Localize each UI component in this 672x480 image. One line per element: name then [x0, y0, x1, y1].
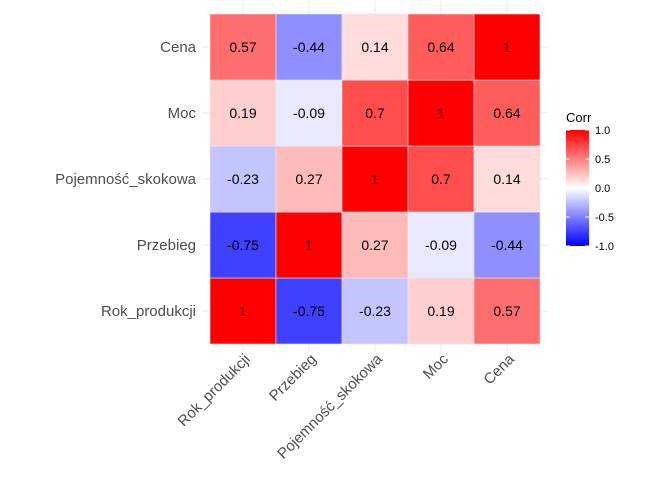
- cell-value-label: 1: [239, 303, 247, 319]
- cell-value-label: -0.75: [227, 237, 259, 253]
- y-tick-label: Rok_produkcji: [101, 303, 196, 320]
- heatmap-cell-cena-pojemno-skokowa: [341, 13, 409, 81]
- cell-value-label: 0.64: [493, 105, 520, 121]
- heatmap-cell-rok-produkcji-przebieg: [275, 277, 343, 345]
- cell-value-label: 0.64: [427, 39, 454, 55]
- y-axis: Rok_produkcji Przebieg Pojemność_skokowa Mo…: [55, 39, 206, 320]
- y-tick-label: Pojemność_skokowa: [55, 171, 197, 188]
- legend-ticks: 1.0 0.5 0.0 -0.5 -1.0: [566, 125, 614, 253]
- cell-value-label: 0.14: [361, 39, 388, 55]
- x-tick-label: Cena: [480, 350, 518, 388]
- cell-value-label: -0.44: [491, 237, 523, 253]
- cell-value-label: 1: [305, 237, 313, 253]
- cell-value-label: 0.27: [295, 171, 322, 187]
- cell-value-label: 0.19: [427, 303, 454, 319]
- legend-tick-label: 0.0: [595, 183, 610, 195]
- legend-tick-label: 0.5: [595, 154, 610, 166]
- heatmap-cell-moc-cena: [473, 79, 541, 147]
- heatmap-cell-przebieg-cena: [473, 211, 541, 279]
- heatmap-cell-pojemno-skokowa-przebieg: [275, 145, 343, 213]
- y-tick-label: Cena: [160, 39, 197, 56]
- heatmap-cell-moc-moc: [407, 79, 475, 147]
- y-tick-label: Moc: [168, 105, 197, 122]
- cell-value-label: -0.23: [227, 171, 259, 187]
- x-tick-label: Przebieg: [266, 351, 320, 405]
- heatmap-cell-pojemno-skokowa-rok-produkcji: [209, 145, 277, 213]
- cell-value-label: 1: [503, 39, 511, 55]
- heatmap-cell-moc-przebieg: [275, 79, 343, 147]
- cell-value-label: -0.23: [359, 303, 391, 319]
- legend-title: Corr: [566, 110, 592, 125]
- heatmap-tiles: [209, 13, 541, 345]
- cell-value-label: 0.7: [431, 171, 451, 187]
- heatmap-cell-przebieg-pojemno-skokowa: [341, 211, 409, 279]
- heatmap-cell-rok-produkcji-pojemno-skokowa: [341, 277, 409, 345]
- heatmap-cell-cena-cena: [473, 13, 541, 81]
- cell-value-label: -0.44: [293, 39, 325, 55]
- cell-value-label: 0.57: [229, 39, 256, 55]
- x-tick-label: Moc: [420, 350, 452, 382]
- cell-value-label: 0.14: [493, 171, 520, 187]
- cell-value-label: 1: [371, 171, 379, 187]
- cell-value-label: 0.57: [493, 303, 520, 319]
- legend-tick-label: -1.0: [595, 241, 614, 253]
- cell-value-label: 0.19: [229, 105, 256, 121]
- heatmap-cell-przebieg-moc: [407, 211, 475, 279]
- heatmap-cell-cena-przebieg: [275, 13, 343, 81]
- legend-tick-label: -0.5: [595, 212, 614, 224]
- heatmap-cell-moc-rok-produkcji: [209, 79, 277, 147]
- legend-tick-label: 1.0: [595, 125, 610, 137]
- heatmap-cell-cena-moc: [407, 13, 475, 81]
- color-legend: Corr 1.0 0.5 0.0 -0.5 -1.0: [566, 110, 614, 253]
- legend-color-bar: [566, 130, 589, 246]
- heatmap-cell-rok-produkcji-cena: [473, 277, 541, 345]
- heatmap-cell-cena-rok-produkcji: [209, 13, 277, 81]
- cell-value-label: -0.09: [425, 237, 457, 253]
- cell-value-label: 1: [437, 105, 445, 121]
- x-tick-label: Rok_produkcji: [175, 351, 254, 430]
- cell-value-label: -0.09: [293, 105, 325, 121]
- cell-value-label: -0.75: [293, 303, 325, 319]
- cell-value-label: 0.7: [365, 105, 385, 121]
- heatmap-cell-rok-produkcji-moc: [407, 277, 475, 345]
- heatmap-cell-pojemno-skokowa-pojemno-skokowa: [341, 145, 409, 213]
- heatmap-cell-przebieg-rok-produkcji: [209, 211, 277, 279]
- y-tick-label: Przebieg: [137, 237, 196, 254]
- cell-value-label: 0.27: [361, 237, 388, 253]
- cell-value-labels: 1 -0.75 -0.23 0.19 0.57 -0.75 1 0.27 -0.09 -0.44 -…: [227, 39, 523, 319]
- heatmap-cell-przebieg-przebieg: [275, 211, 343, 279]
